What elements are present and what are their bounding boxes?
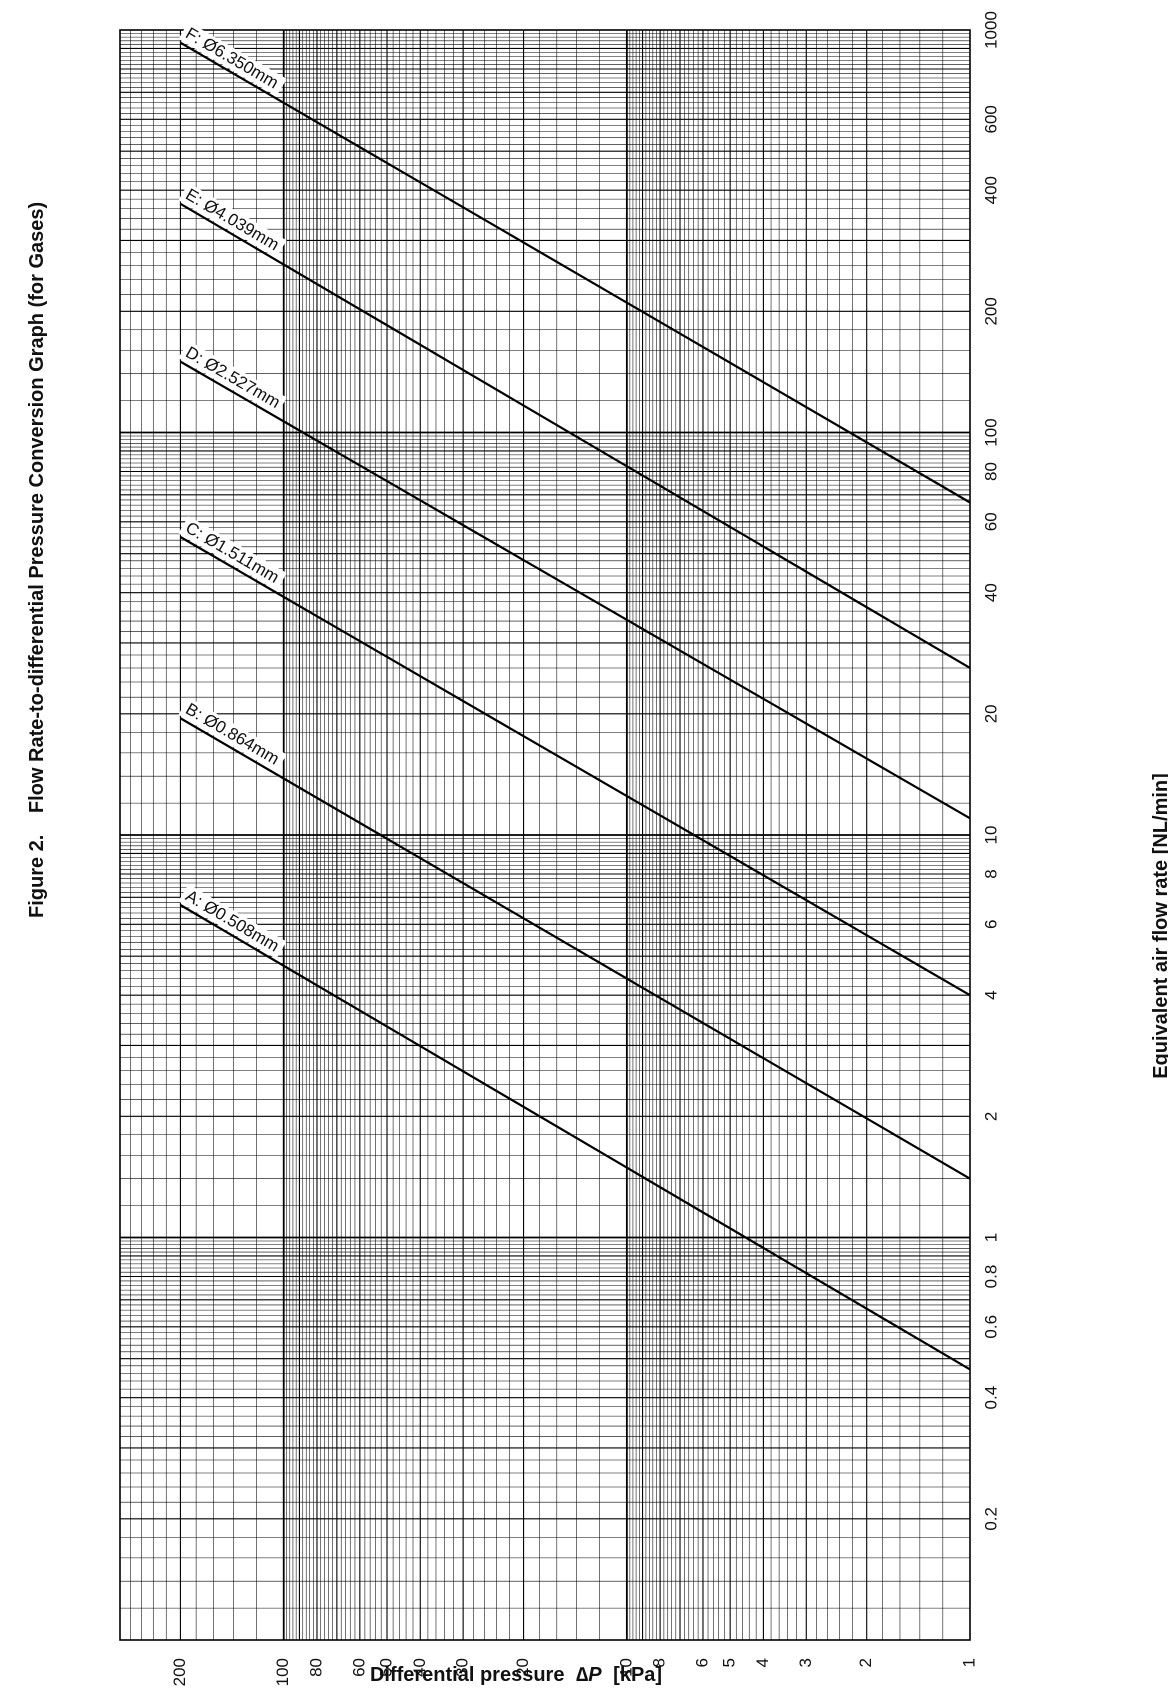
- series-line-4: [179, 202, 971, 669]
- x-tick-label: 2: [981, 1112, 1000, 1121]
- x-tick-label: 1000: [981, 11, 1000, 49]
- tick-label-layer: 0.2 0.4 0.6 0.8 1 2 4 6 8 10 20 40 60 80 100 200 400 600 1…: [170, 11, 1001, 1686]
- y-axis-title-prefix: Differential pressure: [370, 1664, 565, 1686]
- x-tick-label: 200: [981, 297, 1000, 325]
- series-label-background: [178, 182, 287, 258]
- series-label-background: [178, 516, 287, 591]
- y-tick-label: 60: [349, 1658, 368, 1677]
- y-tick-label: 3: [796, 1658, 815, 1667]
- grid-layer: [119, 29, 971, 1641]
- series-label-background: [178, 340, 287, 415]
- x-tick-label: 0.8: [981, 1265, 1000, 1289]
- y-axis-title: Differential pressure ∆P [kPa]: [370, 1664, 662, 1686]
- x-tick-label: 6: [981, 920, 1000, 929]
- series-line-5: [179, 41, 971, 504]
- x-tick-label: 400: [981, 176, 1000, 204]
- series-layer: [179, 41, 971, 1371]
- y-tick-label: 10: [616, 1658, 635, 1677]
- y-tick-label: 200: [170, 1658, 189, 1686]
- y-tick-label: 80: [306, 1658, 325, 1677]
- x-tick-label: 4: [981, 990, 1000, 999]
- y-tick-label: 1: [959, 1658, 978, 1667]
- y-tick-label: 50: [376, 1658, 395, 1677]
- figure-label: Figure 2.: [26, 835, 48, 918]
- x-tick-label: 0.4: [981, 1386, 1000, 1410]
- x-tick-label: 0.2: [981, 1507, 1000, 1531]
- y-tick-label: 100: [273, 1658, 292, 1686]
- series-line-3: [179, 360, 971, 820]
- y-tick-label: 5: [720, 1658, 739, 1667]
- y-tick-label: 4: [753, 1658, 772, 1667]
- y-tick-label: 2: [856, 1658, 875, 1667]
- series-label-background: [178, 21, 287, 97]
- series-line-1: [179, 717, 971, 1180]
- chart-title-text: Flow Rate-to-differential Pressure Conve…: [26, 202, 48, 813]
- y-tick-label: 40: [410, 1658, 429, 1677]
- x-tick-label: 100: [981, 418, 1000, 446]
- y-tick-label: 8: [650, 1658, 669, 1667]
- x-tick-label: 600: [981, 105, 1000, 133]
- x-tick-label: 10: [981, 826, 1000, 845]
- y-axis-title-unit: [kPa]: [613, 1664, 662, 1686]
- x-tick-label: 20: [981, 704, 1000, 723]
- x-tick-label: 8: [981, 869, 1000, 878]
- y-axis-title-symbol: ∆P: [576, 1664, 602, 1686]
- series-label-background: [178, 697, 287, 772]
- series-label-background: [178, 884, 287, 959]
- x-axis-title: Equivalent air flow rate [NL/min]: [1150, 773, 1168, 1079]
- x-tick-label: 40: [981, 583, 1000, 602]
- x-tick-label: 1: [981, 1233, 1000, 1242]
- y-tick-label: 6: [692, 1658, 711, 1667]
- x-tick-label: 60: [981, 512, 1000, 531]
- series-line-0: [179, 904, 971, 1371]
- x-tick-label: 0.6: [981, 1315, 1000, 1339]
- y-tick-label: 20: [513, 1658, 532, 1677]
- x-tick-label: 80: [981, 462, 1000, 481]
- y-tick-label: 30: [453, 1658, 472, 1677]
- series-line-2: [179, 536, 971, 997]
- chart-title: Figure 2. Flow Rate-to-differential Pres…: [26, 202, 48, 918]
